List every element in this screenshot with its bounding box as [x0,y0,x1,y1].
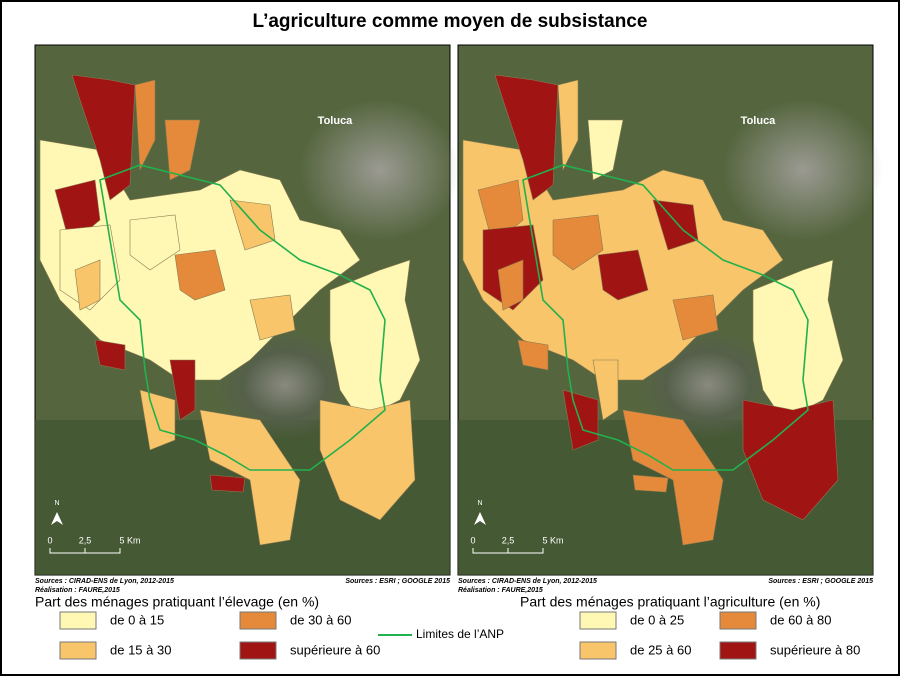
district [129,214,181,271]
district [557,79,579,172]
legend-swatch [719,641,757,660]
imagery-sources: Sources : ESRI ; GOOGLE 2015 [345,578,450,585]
legend-swatch [719,611,757,630]
map-right: Toluca N 0 2,5 5 Km Sources : CIRAD-ENS de Ly… [457,44,883,594]
district [552,214,604,271]
district [71,74,136,201]
legend-swatch [239,611,277,630]
north-arrow [51,512,63,525]
district [249,294,296,341]
scale-label: 0 [470,535,475,545]
district [752,259,844,421]
north-label: N [54,500,59,507]
city-label: Toluca [741,115,777,127]
sources: Sources : CIRAD-ENS de Lyon, 2012-2015 [458,578,597,585]
legend-label: de 15 à 30 [110,642,171,657]
district [169,359,196,421]
map-body: Toluca N 0 2,5 5 Km Sources : CIRAD-ENS de Ly… [457,44,883,594]
district [592,359,619,421]
city-area [723,100,883,240]
north-label: N [477,500,482,507]
scale-label: 2,5 [502,535,515,545]
imagery-sources: Sources : ESRI ; GOOGLE 2015 [768,578,873,585]
legend-swatch [239,641,277,660]
district [652,199,699,251]
district [134,79,156,172]
district [319,399,416,521]
district [229,199,276,251]
scale-label: 5 Km [542,535,563,545]
map-left: Toluca N 0 2,5 5 Km Sources : CIRAD-ENS de Ly… [34,44,460,594]
district [74,259,101,311]
district [622,409,724,546]
legends: Part des ménages pratiquant l’élevage (e… [35,594,860,660]
city-label: Toluca [318,115,354,127]
district [209,474,246,493]
district [672,294,719,341]
north-arrow [474,512,486,525]
scale-bar [49,548,121,554]
legend-label: supérieure à 80 [770,642,860,657]
title: L’agriculture comme moyen de subsistance [253,11,648,32]
scale-bar [472,548,544,554]
legend-label: de 0 à 25 [630,612,684,627]
legend-title: Part des ménages pratiquant l’agricultur… [520,594,820,610]
credit: Réalisation : FAURE,2015 [35,587,120,594]
legend-label: de 60 à 80 [770,612,831,627]
legend-swatch [579,611,617,630]
district [94,339,126,371]
legend-swatch [59,641,97,660]
city-area [300,100,460,240]
legend-label: de 30 à 60 [290,612,351,627]
district [597,249,649,301]
boundary-label: Limites de l’ANP [416,627,504,641]
scale-label: 0 [47,535,52,545]
legend-title: Part des ménages pratiquant l’élevage (e… [35,594,319,610]
legend-label: de 25 à 60 [630,642,691,657]
district [497,259,524,311]
district [587,119,624,181]
district [199,409,301,546]
district [174,249,226,301]
legend-swatch [59,611,97,630]
district [329,259,421,421]
legend-label: supérieure à 60 [290,642,380,657]
scale-label: 2,5 [79,535,92,545]
anp-boundary [522,164,809,471]
legend-label: de 0 à 15 [110,612,164,627]
scale-label: 5 Km [119,535,140,545]
map-body: Toluca N 0 2,5 5 Km Sources : CIRAD-ENS de Ly… [34,44,460,594]
district [632,474,669,493]
legend-swatch [579,641,617,660]
district [164,119,201,181]
sources: Sources : CIRAD-ENS de Lyon, 2012-2015 [35,578,174,585]
credit: Réalisation : FAURE,2015 [458,587,543,594]
district [517,339,549,371]
anp-boundary [99,164,386,471]
district [494,74,559,201]
district [742,399,839,521]
